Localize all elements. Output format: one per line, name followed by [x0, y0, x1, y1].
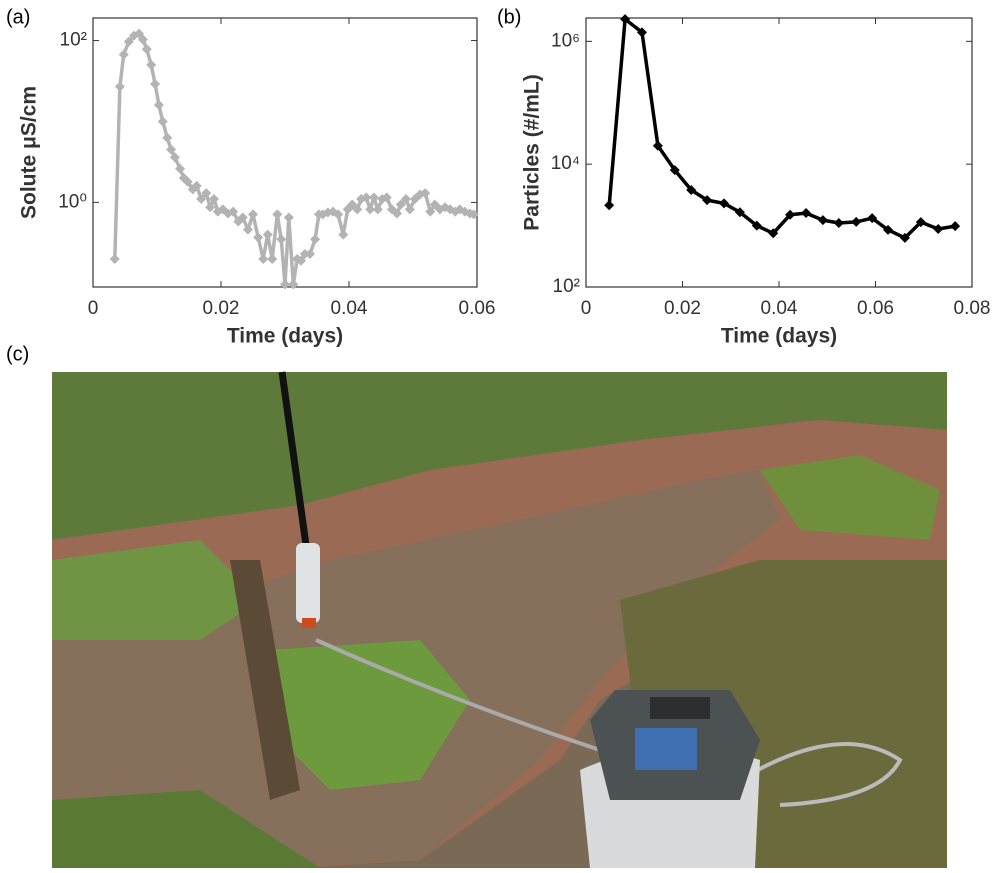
- data-point: [768, 228, 779, 239]
- data-point: [899, 232, 910, 243]
- data-point: [785, 209, 796, 220]
- data-point: [258, 253, 269, 264]
- data-point: [242, 224, 253, 235]
- x-tick-label: 0.02: [203, 298, 240, 319]
- data-point: [205, 202, 216, 213]
- data-point: [169, 152, 180, 163]
- y-axis-label: Particles (#/mL): [521, 74, 544, 230]
- data-line: [113, 31, 475, 287]
- data-line: [607, 17, 956, 240]
- data-point: [381, 192, 392, 203]
- data-point: [201, 188, 212, 199]
- x-tick-label: 0.02: [664, 298, 701, 319]
- data-point: [718, 198, 729, 209]
- y-axis-label: Solute μS/cm: [18, 86, 41, 219]
- photo: [52, 371, 947, 868]
- data-point: [253, 232, 264, 243]
- data-point: [191, 180, 202, 191]
- data-point: [137, 34, 148, 45]
- data-point: [182, 176, 193, 187]
- data-point: [933, 223, 944, 234]
- data-point: [141, 44, 152, 55]
- data-point: [420, 188, 431, 199]
- data-point: [166, 144, 177, 155]
- data-point: [114, 81, 125, 92]
- data-point: [404, 204, 415, 215]
- x-tick-label: 0: [581, 298, 592, 319]
- data-point: [338, 229, 349, 240]
- data-point: [146, 59, 157, 70]
- data-point: [883, 224, 894, 235]
- data-point: [817, 215, 828, 226]
- data-point: [299, 249, 310, 260]
- data-point: [272, 209, 283, 220]
- data-point: [425, 206, 436, 217]
- x-axis-label: Time (days): [227, 325, 343, 348]
- data-point: [208, 194, 219, 205]
- data-point: [851, 216, 862, 227]
- data-point: [395, 199, 406, 210]
- data-point: [352, 204, 363, 215]
- data-point: [372, 204, 383, 215]
- data-point: [468, 209, 479, 220]
- y-tick-label: 10⁶: [551, 30, 580, 51]
- data-point: [669, 165, 680, 176]
- x-tick-label: 0.06: [857, 298, 894, 319]
- x-tick-label: 0.04: [761, 298, 798, 319]
- data-point: [175, 163, 186, 174]
- data-point: [915, 217, 926, 228]
- data-point: [288, 279, 299, 290]
- data-point: [280, 279, 290, 290]
- data-point: [153, 99, 164, 110]
- panel-label: (c): [6, 343, 29, 365]
- data-point: [392, 208, 402, 219]
- data-point: [123, 36, 134, 47]
- data-point: [150, 79, 161, 90]
- data-point: [304, 249, 315, 260]
- data-point: [751, 220, 762, 231]
- data-point: [604, 200, 615, 211]
- data-point: [276, 234, 287, 245]
- data-point: [333, 209, 344, 220]
- data-point: [283, 212, 294, 223]
- x-axis-label: Time (days): [721, 325, 837, 348]
- data-point: [109, 253, 120, 264]
- data-point: [702, 195, 713, 206]
- panel-label: (b): [497, 6, 521, 28]
- data-point: [801, 208, 812, 219]
- data-point: [267, 253, 278, 264]
- data-point: [310, 234, 321, 245]
- data-point: [686, 184, 697, 195]
- data-point: [867, 213, 878, 224]
- y-tick-label: 10²: [553, 276, 580, 297]
- y-tick-label: 10⁰: [58, 191, 87, 212]
- y-tick-label: 10²: [60, 30, 87, 51]
- data-point: [196, 194, 207, 205]
- data-point: [636, 27, 647, 38]
- data-point: [118, 49, 129, 60]
- data-point: [400, 194, 411, 205]
- data-point: [237, 212, 248, 223]
- x-tick-label: 0: [88, 298, 99, 319]
- data-point: [652, 140, 663, 151]
- y-tick-label: 10⁴: [551, 153, 580, 174]
- data-point: [228, 206, 239, 217]
- x-tick-label: 0.08: [954, 298, 991, 319]
- x-tick-label: 0.06: [459, 298, 496, 319]
- data-point: [950, 221, 961, 232]
- data-point: [262, 229, 273, 240]
- data-point: [734, 207, 745, 218]
- data-point: [361, 192, 372, 203]
- data-point: [833, 218, 844, 229]
- x-tick-label: 0.04: [331, 298, 368, 319]
- panel-label: (a): [6, 6, 30, 28]
- data-point: [368, 192, 379, 203]
- data-point: [157, 116, 168, 127]
- data-point: [365, 204, 376, 215]
- data-point: [620, 14, 631, 25]
- data-point: [162, 132, 173, 143]
- data-point: [296, 255, 306, 266]
- data-point: [248, 209, 258, 220]
